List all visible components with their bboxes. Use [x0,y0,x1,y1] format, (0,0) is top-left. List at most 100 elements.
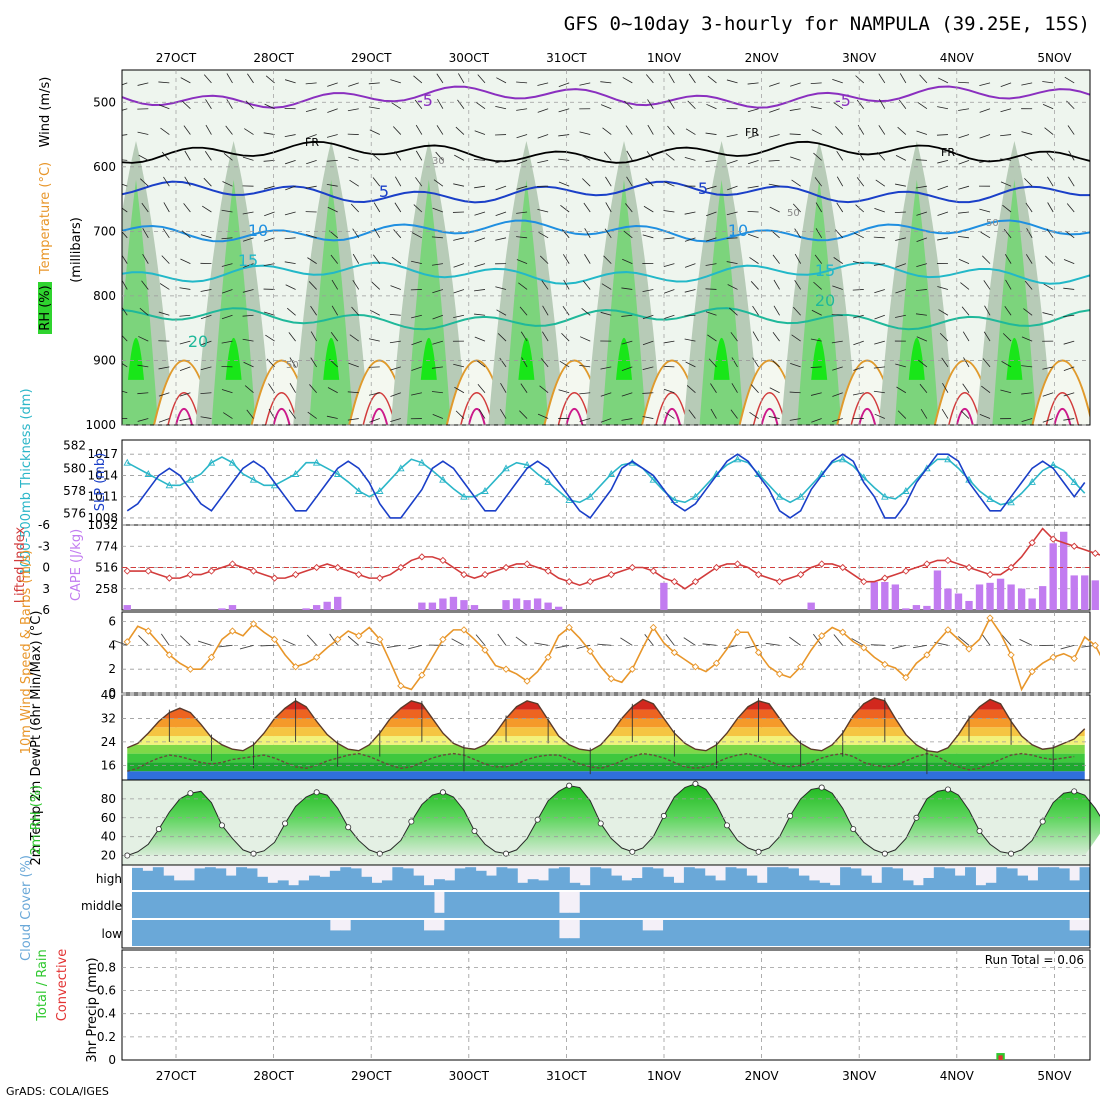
wind-barb [602,127,612,135]
cloud-cell [1069,892,1081,918]
wind-barb [1002,204,1012,213]
cape-bar [323,601,331,610]
wind-barb [205,99,212,109]
isotherm-label: 15 [238,251,258,270]
wind-barb [1042,418,1054,423]
cloud-cell [184,880,195,890]
wind-barb [306,159,317,165]
cloud-cell [558,938,570,946]
wind-barb [158,311,170,316]
wind-barb [330,331,339,342]
wind-barb-10m [306,634,317,646]
lifted-index-series-point [986,570,994,579]
wind-barb [351,306,360,316]
wind-speed-series-point [481,646,489,654]
cloud-cell [558,867,570,890]
wind-speed-series-point [123,638,131,646]
rh-point [629,848,636,855]
wind-barb [474,313,486,316]
rh-plume-core [504,179,549,425]
wind-barb [500,383,507,393]
cape-bar [902,608,910,610]
isotherm-line [122,261,1090,285]
wind-barb [1068,150,1075,161]
cloud-cell [486,892,497,918]
cloud-cell [1058,892,1070,918]
x-tick-label-top: 1NOV [647,51,682,65]
wind-barb [204,151,212,161]
wind-barb [477,384,486,393]
wind-barb [874,340,885,345]
cloud-cell [194,868,206,890]
wind-barb [874,413,885,419]
wind-barb [348,362,359,368]
x-tick-label-top: 2NOV [745,51,780,65]
cloud-cell [881,892,893,918]
thickness-series-point [502,464,510,472]
thickness-series-point [354,487,363,494]
cloud-cell [277,892,289,918]
precip-frame [121,949,1091,1061]
wind-barb [561,332,570,342]
wind-speed-series-point [818,632,826,640]
wind-barb [474,159,486,161]
rh-contour-label: 50 [787,208,800,219]
wind-barb [1022,154,1033,161]
wind-barb [390,418,401,423]
wind-barb [958,185,970,190]
wind-barb [831,314,843,316]
wind-barb [141,202,149,213]
wind-barb [810,366,822,368]
precip-panel: 0 0.2 0.4 0.6 0.8 Run Total = 0.06 Total / Rai… [35,949,1091,1067]
wind-barb [960,282,970,290]
y-tick-label-left: 578 [63,484,86,498]
wind-barb [326,183,338,187]
cloud-cell [475,920,487,946]
wind-barb [981,385,991,394]
temp-band [127,762,1085,772]
wind-barb [516,134,528,139]
wind-barb [245,100,254,110]
temperature-dome-core [760,407,779,425]
thickness-series-point [312,458,321,466]
wind-barb [243,263,254,268]
wind-barb [458,73,465,84]
wind-barb [158,366,170,370]
wind-barb [288,409,296,419]
cloud-cell [163,875,175,890]
y-tick-label-right: 1032 [87,518,118,532]
cloud-cell [621,920,633,946]
wind-barb [537,413,549,419]
lifted-index-series-point [1007,563,1015,572]
wind-barb [225,125,233,135]
cloud-cell [319,876,331,890]
cloud-cell [902,880,914,890]
lifted-index-series-point [502,563,510,572]
cloud-cell [277,920,289,946]
wind-barb [705,237,717,242]
rh-point [313,789,320,796]
wind-barb [326,134,338,138]
temperature-dome-core [467,407,486,425]
x-axis-labels: 27OCT 27OCT 28OCT 28OCT 29OCT 29OCT 30OCT 30OCT… [156,51,1072,1083]
wind-barb [284,79,296,84]
isotherm-line [122,307,1090,331]
y-tick-label-right: 258 [95,582,118,596]
cloud-cell [975,920,987,946]
wind-barb [853,340,864,346]
cloud-cell [590,920,602,946]
wind-barb [122,334,128,342]
wind-barb [794,253,801,264]
cloud-cell [506,868,518,890]
wind-barb [221,237,233,240]
wind-speed-series-point [1049,653,1057,661]
wind-barb [326,415,338,419]
wind-barb [814,254,823,264]
cape-bar [975,584,984,610]
cloud-cell [912,885,924,890]
wind-barb [497,333,507,342]
rh-point [850,826,857,833]
wind-barb-10m [451,638,465,646]
wind-barb [474,130,486,135]
wind-barb [750,384,759,393]
